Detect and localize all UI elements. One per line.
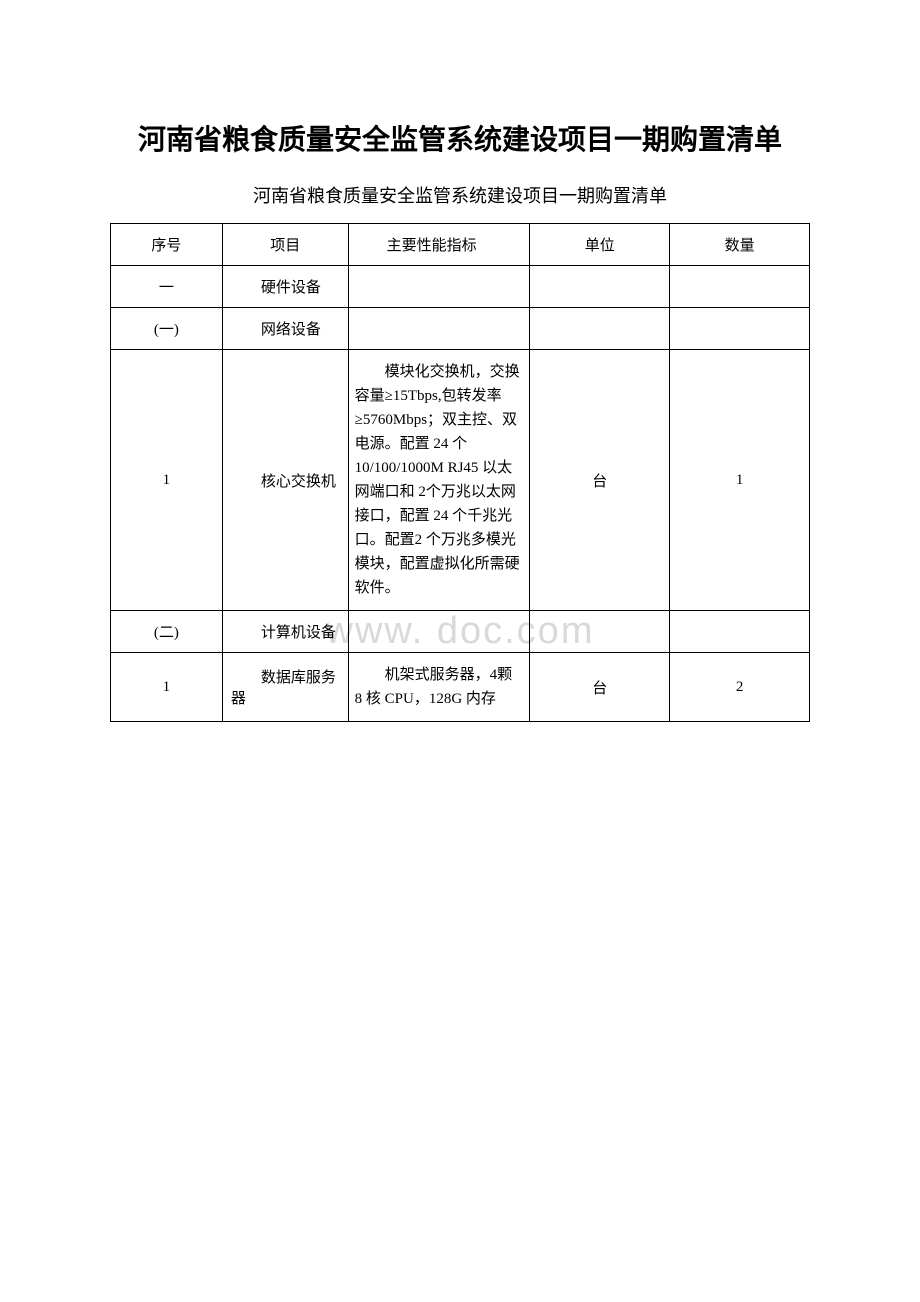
header-seq: 序号 bbox=[111, 224, 223, 266]
cell-seq: (一) bbox=[111, 308, 223, 350]
cell-item: 数据库服务器 bbox=[222, 653, 348, 722]
table-row: (一) 网络设备 bbox=[111, 308, 810, 350]
cell-unit: 台 bbox=[530, 653, 670, 722]
purchase-list-table: 序号 项目 主要性能指标 单位 数量 一 硬件设备 (一) 网络设备 bbox=[110, 223, 810, 722]
cell-seq: 1 bbox=[111, 350, 223, 611]
document-title: 河南省粮食质量安全监管系统建设项目一期购置清单 bbox=[110, 120, 810, 162]
cell-qty bbox=[670, 266, 810, 308]
cell-seq: (二) bbox=[111, 611, 223, 653]
cell-spec bbox=[348, 266, 530, 308]
document-content: 河南省粮食质量安全监管系统建设项目一期购置清单 河南省粮食质量安全监管系统建设项… bbox=[110, 120, 810, 722]
cell-seq: 1 bbox=[111, 653, 223, 722]
cell-qty: 1 bbox=[670, 350, 810, 611]
table-row: 一 硬件设备 bbox=[111, 266, 810, 308]
table-row: 1 核心交换机 模块化交换机，交换容量≥15Tbps,包转发率≥5760Mbps… bbox=[111, 350, 810, 611]
table-row: 1 数据库服务器 机架式服务器，4颗 8 核 CPU，128G 内存 台 2 bbox=[111, 653, 810, 722]
cell-item: 硬件设备 bbox=[222, 266, 348, 308]
header-spec: 主要性能指标 bbox=[348, 224, 530, 266]
cell-unit bbox=[530, 611, 670, 653]
cell-unit: 台 bbox=[530, 350, 670, 611]
cell-spec bbox=[348, 308, 530, 350]
table-header-row: 序号 项目 主要性能指标 单位 数量 bbox=[111, 224, 810, 266]
cell-seq: 一 bbox=[111, 266, 223, 308]
cell-item: 网络设备 bbox=[222, 308, 348, 350]
cell-qty: 2 bbox=[670, 653, 810, 722]
header-qty: 数量 bbox=[670, 224, 810, 266]
cell-unit bbox=[530, 308, 670, 350]
cell-spec: 模块化交换机，交换容量≥15Tbps,包转发率≥5760Mbps；双主控、双电源… bbox=[348, 350, 530, 611]
cell-spec bbox=[348, 611, 530, 653]
cell-qty bbox=[670, 611, 810, 653]
cell-item: 核心交换机 bbox=[222, 350, 348, 611]
header-item: 项目 bbox=[222, 224, 348, 266]
header-unit: 单位 bbox=[530, 224, 670, 266]
table-row: (二) 计算机设备 bbox=[111, 611, 810, 653]
cell-spec: 机架式服务器，4颗 8 核 CPU，128G 内存 bbox=[348, 653, 530, 722]
cell-item: 计算机设备 bbox=[222, 611, 348, 653]
cell-qty bbox=[670, 308, 810, 350]
cell-unit bbox=[530, 266, 670, 308]
document-subtitle: 河南省粮食质量安全监管系统建设项目一期购置清单 bbox=[110, 182, 810, 208]
